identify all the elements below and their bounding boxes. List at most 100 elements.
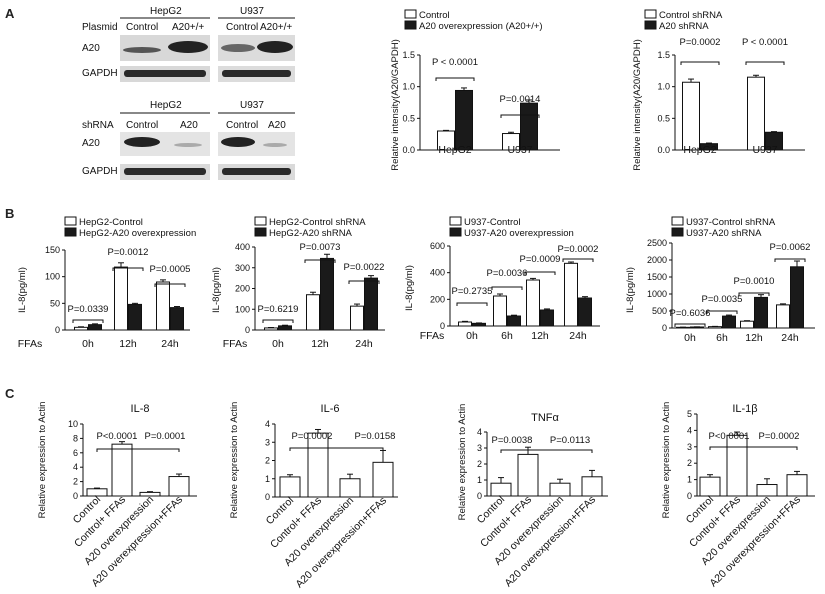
legend-label: HepG2-Control — [79, 217, 143, 228]
y-tick-label: 0.0 — [402, 145, 415, 155]
bar — [455, 89, 473, 151]
bar — [364, 277, 378, 331]
p-value-label: P<0.0001 — [709, 431, 750, 442]
bar — [86, 488, 108, 497]
y-tick-label: 10 — [68, 419, 78, 429]
category-label: 6h — [716, 332, 728, 344]
y-tick-label: 4 — [265, 419, 270, 429]
p-value-label: P=0.0062 — [770, 242, 811, 253]
p-value-label: P=0.0002 — [292, 431, 333, 442]
significance-bracket — [348, 280, 380, 284]
p-value-label: P=0.0002 — [759, 431, 800, 442]
category-label: 24h — [569, 330, 587, 342]
blot-cell-label-u937: U937 — [240, 6, 264, 17]
y-axis-label: Relative expression to Actin — [229, 402, 240, 519]
category-label: 0h — [272, 338, 284, 350]
y-tick-label: 0 — [440, 321, 445, 331]
blot-band — [168, 41, 208, 53]
blot-band — [124, 137, 160, 147]
bar — [540, 309, 554, 327]
blot-band — [263, 143, 287, 147]
legend-label: U937-Control shRNA — [686, 217, 776, 228]
significance-bracket — [96, 448, 180, 452]
legend-label: A20 overexpression (A20+/+) — [419, 21, 543, 32]
category-label: 0h — [82, 338, 94, 350]
p-value-label: P=0.0036 — [487, 268, 528, 279]
p-value-label: P < 0.0001 — [742, 37, 788, 48]
y-tick-label: 100 — [235, 304, 250, 314]
y-tick-label: 4 — [687, 425, 692, 435]
legend-label: HepG2-A20 shRNA — [269, 228, 353, 239]
blot-band-label-gapdh: GAPDH — [82, 68, 118, 79]
blot-band — [124, 168, 206, 175]
legend-swatch — [404, 9, 417, 19]
blot-row-label: Plasmid — [82, 22, 118, 33]
bar — [520, 102, 538, 151]
category-label: 12h — [119, 338, 137, 350]
bar — [472, 322, 486, 327]
y-tick-label: 0 — [477, 491, 482, 501]
bar — [578, 297, 592, 327]
chart-il8-u937-overexpression: 0 200 400 600 IL-8(pg/ml) 0h P=0.2735 6h P=0.003… — [404, 216, 600, 342]
bar — [306, 294, 320, 331]
bar — [726, 434, 748, 497]
significance-bracket — [745, 61, 785, 65]
bar — [493, 295, 507, 327]
category-label: 12h — [311, 338, 329, 350]
blot-band — [124, 70, 206, 77]
bar — [458, 321, 472, 327]
bar — [507, 315, 521, 327]
significance-bracket — [262, 319, 294, 323]
blot-lane-label: Control — [126, 22, 158, 33]
category-label: 0h — [466, 330, 478, 342]
panel-label-b: B — [5, 206, 14, 221]
legend-swatch — [404, 20, 417, 30]
y-tick-label: 8 — [73, 433, 78, 443]
p-value-label: P=0.6219 — [258, 304, 299, 315]
western-blot-shrna: HepG2 U937 shRNA Control A20 Control A20… — [82, 100, 295, 180]
y-tick-label: 6 — [73, 448, 78, 458]
blot-band — [222, 168, 291, 175]
bar — [156, 281, 170, 331]
legend-swatch — [671, 227, 684, 237]
y-tick-label: 50 — [50, 298, 60, 308]
significance-bracket — [706, 310, 738, 314]
y-tick-label: 1.5 — [402, 50, 415, 60]
chart-il8-u937-shrna: 0 500 1000 1500 2000 2500 IL-8(pg/ml) 0h P=0.603… — [625, 216, 815, 344]
legend-swatch — [449, 227, 462, 237]
category-label: 24h — [355, 338, 373, 350]
y-tick-label: 1500 — [647, 272, 667, 282]
y-axis-label: IL-8(pg/ml) — [404, 265, 415, 311]
significance-bracket — [524, 271, 556, 275]
legend-swatch — [254, 216, 267, 226]
legend-label: U937-A20 overexpression — [464, 228, 574, 239]
blot-lane-label: A20 — [180, 120, 198, 131]
category-label: 12h — [745, 332, 763, 344]
legend-swatch — [644, 9, 657, 19]
legend-label: U937-A20 shRNA — [686, 228, 762, 239]
bar — [747, 76, 765, 151]
bar — [350, 305, 364, 331]
bar — [170, 307, 184, 331]
y-tick-label: 1.5 — [657, 50, 670, 60]
blot-cell-label-u937: U937 — [240, 100, 264, 111]
p-value-label: P < 0.0001 — [432, 57, 478, 68]
chart-il8-hepg2-overexpression: 0 50 100 150 IL-8(pg/ml) 0h P=0.0339 12h P=0.001… — [17, 216, 196, 350]
significance-bracket — [289, 447, 384, 451]
bar — [581, 476, 603, 497]
y-tick-label: 0.5 — [657, 113, 670, 123]
y-tick-label: 2 — [265, 456, 270, 466]
p-value-label: P<0.0001 — [97, 431, 138, 442]
bar — [754, 296, 768, 329]
category-label: 12h — [531, 330, 549, 342]
y-tick-label: 400 — [430, 268, 445, 278]
bar — [339, 478, 361, 498]
legend-label: U937-Control — [464, 217, 521, 228]
p-value-label: P=0.0012 — [108, 247, 149, 258]
y-tick-label: 1.0 — [657, 82, 670, 92]
p-value-label: P=0.0339 — [68, 304, 109, 315]
y-tick-label: 1 — [265, 474, 270, 484]
bar — [74, 326, 88, 331]
blot-lane-label: Control — [126, 120, 158, 131]
